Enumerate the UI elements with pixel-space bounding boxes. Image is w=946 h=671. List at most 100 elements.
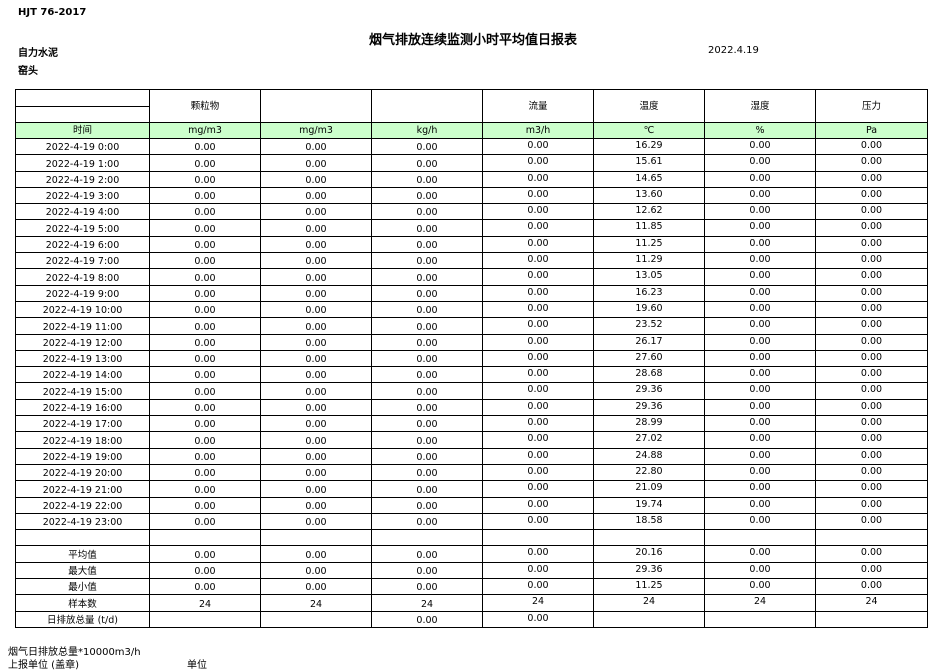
value-cell: 0.00: [260, 366, 372, 384]
value-cell: 0.00: [260, 154, 372, 172]
value-cell: 0.00: [149, 317, 261, 335]
value-cell: 0.00: [815, 333, 928, 351]
summary-value: 24: [482, 594, 594, 612]
table-row: 2022-4-19 6:00 0.00 0.00 0.00 0.00 11.25 0.00 0…: [15, 235, 928, 254]
value-cell: 0.00: [260, 447, 372, 465]
unit-cell: m3/h: [482, 122, 594, 139]
value-cell: 0.00: [815, 252, 928, 270]
value-cell: 19.74: [593, 496, 705, 514]
value-cell: 0.00: [260, 398, 372, 417]
summary-label: 最大值: [15, 561, 150, 580]
value-cell: 0.00: [704, 447, 816, 465]
value-cell: 0.00: [704, 252, 816, 270]
value-cell: 0.00: [371, 463, 483, 482]
value-cell: 0.00: [260, 252, 372, 270]
summary-value: 0.00: [815, 545, 928, 563]
blank-cell: [260, 529, 372, 547]
value-cell: 0.00: [704, 366, 816, 384]
summary-value: 0.00: [815, 561, 928, 580]
value-cell: 0.00: [482, 398, 594, 417]
value-cell: 0.00: [815, 268, 928, 286]
value-cell: 0.00: [260, 317, 372, 335]
value-cell: 29.36: [593, 382, 705, 400]
time-cell: 2022-4-19 9:00: [15, 284, 150, 302]
column-header: [260, 89, 372, 123]
value-cell: 0.00: [482, 137, 594, 156]
time-cell: 2022-4-19 16:00: [15, 398, 150, 417]
value-cell: 0.00: [371, 186, 483, 205]
summary-value: 0.00: [704, 545, 816, 563]
summary-value: 0.00: [260, 578, 372, 596]
value-cell: 13.60: [593, 186, 705, 205]
value-cell: 0.00: [371, 512, 483, 531]
value-cell: 0.00: [149, 203, 261, 221]
table-row: 2022-4-19 1:00 0.00 0.00 0.00 0.00 15.61 0.00 0…: [15, 154, 928, 172]
unit-cell: %: [704, 122, 816, 139]
summary-value: 0.00: [371, 578, 483, 596]
value-cell: 0.00: [815, 284, 928, 302]
value-cell: 0.00: [815, 137, 928, 156]
table-row: 2022-4-19 23:00 0.00 0.00 0.00 0.00 18.58 0.00…: [15, 512, 928, 531]
value-cell: 12.62: [593, 203, 705, 221]
standard-code: HJT 76-2017: [18, 7, 87, 18]
value-cell: 0.00: [260, 431, 372, 449]
unit-cell: mg/m3: [260, 122, 372, 139]
value-cell: 0.00: [260, 235, 372, 254]
value-cell: 0.00: [482, 235, 594, 254]
time-cell: 2022-4-19 13:00: [15, 349, 150, 368]
value-cell: 0.00: [482, 333, 594, 351]
value-cell: 0.00: [260, 219, 372, 237]
table-row: 2022-4-19 20:00 0.00 0.00 0.00 0.00 22.80 0.00…: [15, 463, 928, 482]
unit-cell: mg/m3: [149, 122, 261, 139]
value-cell: 0.00: [149, 480, 261, 498]
corner-divider: [16, 91, 149, 122]
value-cell: 0.00: [371, 480, 483, 498]
value-cell: 0.00: [260, 170, 372, 188]
blank-cell: [371, 529, 483, 547]
company-name: 自力水泥: [18, 48, 58, 59]
value-cell: 0.00: [815, 447, 928, 465]
value-cell: 0.00: [149, 268, 261, 286]
table-row: 2022-4-19 3:00 0.00 0.00 0.00 0.00 13.60 0.00 0…: [15, 186, 928, 205]
blank-row: [15, 529, 928, 547]
value-cell: 0.00: [371, 170, 483, 188]
value-cell: 0.00: [704, 333, 816, 351]
value-cell: 0.00: [704, 300, 816, 319]
summary-value: 24: [704, 594, 816, 612]
table-row: 2022-4-19 15:00 0.00 0.00 0.00 0.00 29.36 0.00…: [15, 382, 928, 400]
value-cell: 0.00: [149, 333, 261, 351]
blank-cell: [593, 529, 705, 547]
value-cell: 0.00: [815, 203, 928, 221]
summary-value: 0.00: [149, 561, 261, 580]
blank-cell: [15, 529, 150, 547]
value-cell: 0.00: [704, 186, 816, 205]
value-cell: 0.00: [482, 317, 594, 335]
summary-value: 0.00: [482, 578, 594, 596]
value-cell: 0.00: [815, 496, 928, 514]
value-cell: 0.00: [260, 300, 372, 319]
value-cell: 0.00: [704, 219, 816, 237]
value-cell: 0.00: [704, 349, 816, 368]
header-corner-cell: [15, 89, 150, 123]
summary-value: 0.00: [260, 561, 372, 580]
value-cell: 0.00: [371, 398, 483, 417]
value-cell: 0.00: [371, 349, 483, 368]
summary-value: [704, 610, 816, 628]
value-cell: 0.00: [482, 480, 594, 498]
table-row: 2022-4-19 21:00 0.00 0.00 0.00 0.00 21.09 0.00…: [15, 480, 928, 498]
summary-label: 最小值: [15, 578, 150, 596]
value-cell: 0.00: [371, 154, 483, 172]
value-cell: 11.29: [593, 252, 705, 270]
column-header: 温度: [593, 89, 705, 123]
value-cell: 27.02: [593, 431, 705, 449]
value-cell: 0.00: [482, 154, 594, 172]
value-cell: 0.00: [482, 268, 594, 286]
value-cell: 0.00: [149, 186, 261, 205]
value-cell: 0.00: [149, 382, 261, 400]
value-cell: 0.00: [704, 512, 816, 531]
summary-value: 11.25: [593, 578, 705, 596]
summary-value: 29.36: [593, 561, 705, 580]
time-cell: 2022-4-19 17:00: [15, 415, 150, 433]
value-cell: 0.00: [482, 496, 594, 514]
summary-value: 0.00: [149, 545, 261, 563]
